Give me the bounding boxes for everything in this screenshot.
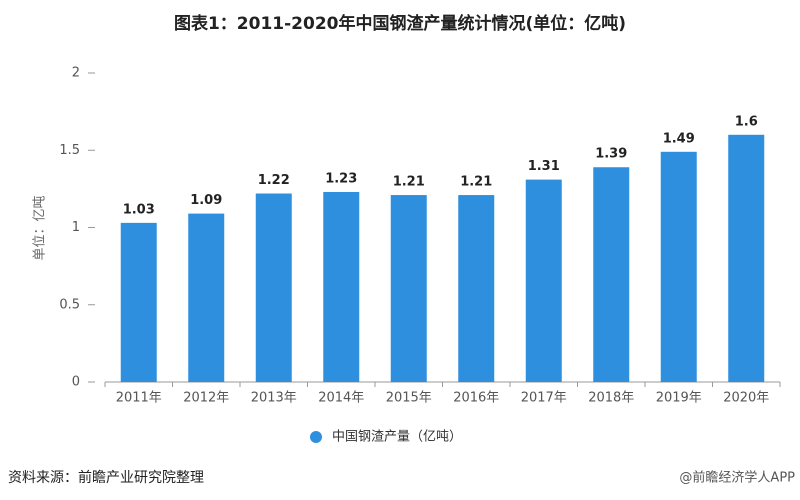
y-tick-label: 0 (72, 375, 80, 390)
source: 资料来源：前瞻产业研究院整理 (8, 469, 204, 486)
legend-marker (310, 431, 322, 443)
y-tick-label: 1.5 (59, 143, 80, 158)
value-label: 1.23 (325, 171, 357, 186)
bar (390, 195, 427, 382)
bar (255, 193, 292, 382)
value-label: 1.09 (190, 193, 222, 208)
value-label: 1.39 (595, 147, 627, 162)
value-label: 1.6 (735, 114, 758, 129)
bar (188, 213, 225, 382)
y-tick-label: 2 (72, 66, 80, 81)
x-tick-label: 2013年 (251, 391, 297, 406)
chart-title: 图表1：2011-2020年中国钢渣产量统计情况(单位：亿吨) (174, 13, 626, 34)
x-tick-label: 2016年 (453, 391, 499, 406)
bar (728, 134, 765, 382)
x-tick-label: 2018年 (588, 391, 634, 406)
y-tick-label: 1 (72, 220, 80, 235)
bar (593, 167, 630, 382)
bar (458, 195, 495, 382)
value-label: 1.21 (460, 175, 492, 190)
bar (323, 191, 360, 382)
x-tick-label: 2017年 (521, 391, 567, 406)
value-label: 1.31 (528, 159, 560, 174)
value-label: 1.49 (663, 131, 695, 146)
bar (660, 151, 697, 382)
watermark: @前瞻经济学人APP (679, 470, 795, 486)
value-label: 1.22 (258, 173, 290, 188)
x-tick-label: 2011年 (116, 391, 162, 406)
legend-label: 中国钢渣产量（亿吨） (332, 430, 462, 445)
y-tick-label: 0.5 (59, 297, 80, 312)
value-label: 1.21 (393, 175, 425, 190)
x-tick-label: 2019年 (656, 391, 702, 406)
bar (525, 179, 562, 382)
x-tick-label: 2015年 (386, 391, 432, 406)
value-label: 1.03 (123, 202, 155, 217)
bar (120, 222, 157, 382)
x-tick-label: 2014年 (318, 391, 364, 406)
y-axis-label: 单位：亿吨 (33, 195, 48, 260)
x-tick-label: 2020年 (723, 391, 769, 406)
x-tick-label: 2012年 (183, 391, 229, 406)
